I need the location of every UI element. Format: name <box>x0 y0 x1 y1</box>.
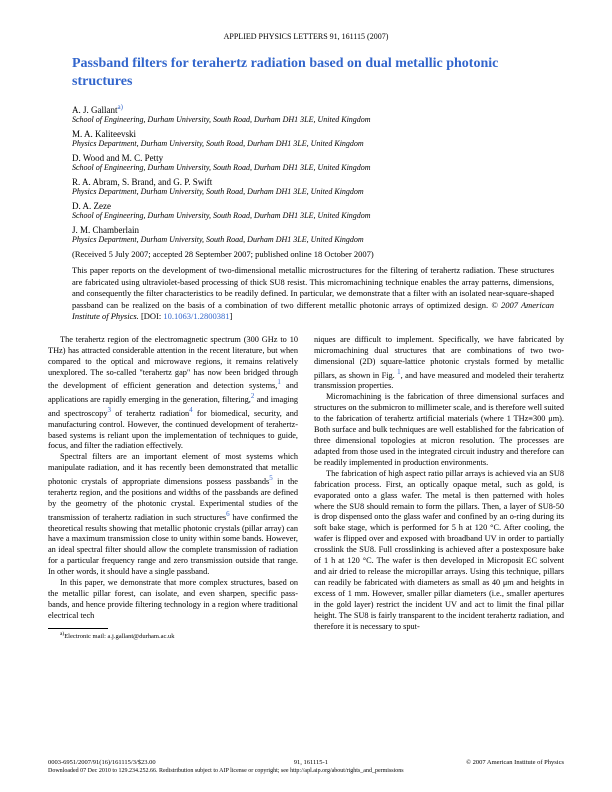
author-group: D. A. Zeze School of Engineering, Durham… <box>72 201 554 220</box>
author-group: M. A. Kaliteevski Physics Department, Du… <box>72 129 554 148</box>
abstract-text: This paper reports on the development of… <box>72 265 554 309</box>
page-footer: 0003-6951/2007/91(16)/161115/3/$23.00 91… <box>48 759 564 774</box>
author-group: A. J. Gallanta) School of Engineering, D… <box>72 103 554 124</box>
body-paragraph: The terahertz region of the electromagne… <box>48 335 298 453</box>
author-names: M. A. Kaliteevski <box>72 129 554 139</box>
body-paragraph: In this paper, we demonstrate that more … <box>48 578 298 622</box>
footnote: a)Electronic mail: a.j.gallant@durham.ac… <box>48 631 298 642</box>
doi-close: ] <box>230 311 233 321</box>
author-names: D. A. Zeze <box>72 201 554 211</box>
doi-open: [DOI: <box>141 311 163 321</box>
affiliation: Physics Department, Durham University, S… <box>72 187 554 196</box>
footer-left: 0003-6951/2007/91(16)/161115/3/$23.00 <box>48 759 156 766</box>
author-group: D. Wood and M. C. Petty School of Engine… <box>72 153 554 172</box>
body-paragraph: Spectral filters are an important elemen… <box>48 452 298 578</box>
affiliation: School of Engineering, Durham University… <box>72 115 554 124</box>
body-paragraph: The fabrication of high aspect ratio pil… <box>314 469 564 633</box>
publication-dates: (Received 5 July 2007; accepted 28 Septe… <box>48 249 564 259</box>
author-group: R. A. Abram, S. Brand, and G. P. Swift P… <box>72 177 554 196</box>
affiliation: School of Engineering, Durham University… <box>72 211 554 220</box>
footer-row: 0003-6951/2007/91(16)/161115/3/$23.00 91… <box>48 759 564 766</box>
affiliation: School of Engineering, Durham University… <box>72 163 554 172</box>
abstract: This paper reports on the development of… <box>48 265 564 322</box>
affiliation: Physics Department, Durham University, S… <box>72 139 554 148</box>
footer-center: 91, 161115-1 <box>294 759 328 766</box>
footnote-rule <box>48 628 108 629</box>
body-paragraph: niques are difficult to implement. Speci… <box>314 335 564 392</box>
author-names: D. Wood and M. C. Petty <box>72 153 554 163</box>
doi-link[interactable]: 10.1063/1.2800381 <box>163 311 229 321</box>
author-names: J. M. Chamberlain <box>72 225 554 235</box>
article-title: Passband filters for terahertz radiation… <box>48 55 564 91</box>
author-footnote-marker: a) <box>118 103 123 111</box>
body-paragraph: Micromachining is the fabrication of thr… <box>314 392 564 469</box>
body-columns: The terahertz region of the electromagne… <box>48 335 564 642</box>
page-container: APPLIED PHYSICS LETTERS 91, 161115 (2007… <box>0 0 612 792</box>
author-names: A. J. Gallanta) <box>72 103 554 115</box>
journal-header: APPLIED PHYSICS LETTERS 91, 161115 (2007… <box>48 32 564 41</box>
footer-right: © 2007 American Institute of Physics <box>466 759 564 766</box>
affiliation: Physics Department, Durham University, S… <box>72 235 554 244</box>
author-names: R. A. Abram, S. Brand, and G. P. Swift <box>72 177 554 187</box>
authors-block: A. J. Gallanta) School of Engineering, D… <box>48 103 564 244</box>
footer-download-notice: Downloaded 07 Dec 2010 to 129.234.252.66… <box>48 768 564 774</box>
author-group: J. M. Chamberlain Physics Department, Du… <box>72 225 554 244</box>
